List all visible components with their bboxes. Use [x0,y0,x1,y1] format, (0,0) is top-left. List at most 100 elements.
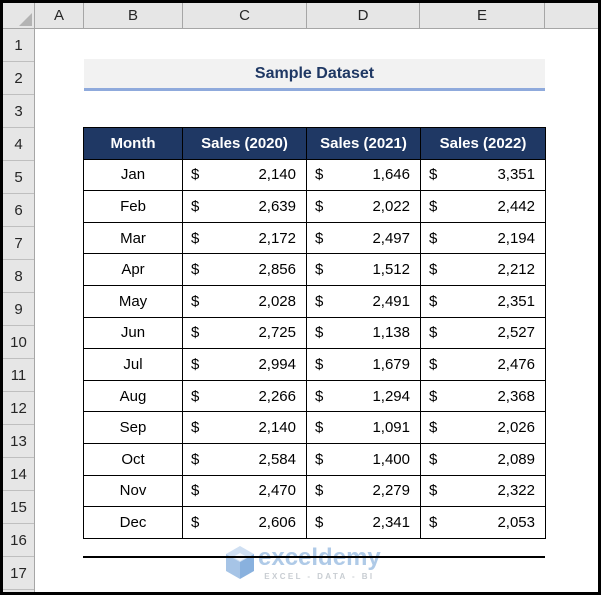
sales-value-cell[interactable]: $2,994 [182,348,307,381]
month-cell[interactable]: Sep [83,411,183,444]
row-header-16[interactable]: 16 [3,524,34,557]
sales-value-cell[interactable]: $2,140 [182,411,307,444]
currency-symbol: $ [315,261,324,279]
worksheet-area: A B C D E 1 2 3 4 5 6 7 8 9 10 11 12 13 14 15 16 17 Samp… [3,3,598,592]
sales-value-cell[interactable]: $2,856 [182,253,307,286]
column-header-strip: A B C D E [3,3,598,29]
currency-symbol: $ [429,324,438,342]
month-cell[interactable]: Jul [83,348,183,381]
column-header-partial[interactable] [545,3,598,28]
month-cell[interactable]: Mar [83,221,183,255]
row-header-3[interactable]: 3 [3,95,34,128]
table-row: Sep $2,140 $1,091 $2,026 [83,411,546,444]
currency-symbol: $ [429,197,438,215]
sales-value-cell[interactable]: $2,606 [182,506,307,539]
sales-value-cell[interactable]: $1,138 [306,316,421,350]
currency-symbol: $ [191,292,200,310]
month-cell[interactable]: Apr [83,253,183,286]
month-cell[interactable]: Nov [83,474,183,508]
sales-value-cell[interactable]: $2,639 [182,190,307,223]
sales-amount: 2,606 [258,513,296,531]
sales-amount: 1,294 [372,387,410,405]
sales-value-cell[interactable]: $2,028 [182,284,307,318]
row-header-8[interactable]: 8 [3,260,34,293]
sales-value-cell[interactable]: $2,527 [420,316,546,350]
sales-amount: 2,089 [497,450,535,468]
sales-value-cell[interactable]: $2,194 [420,221,546,255]
header-cell-month[interactable]: Month [83,127,183,160]
sales-value-cell[interactable]: $3,351 [420,158,546,192]
sales-value-cell[interactable]: $2,341 [306,506,421,539]
currency-symbol: $ [315,355,324,373]
sales-value-cell[interactable]: $2,491 [306,284,421,318]
sales-value-cell[interactable]: $2,140 [182,158,307,192]
sales-amount: 2,476 [497,355,535,373]
sales-value-cell[interactable]: $2,470 [182,474,307,508]
sales-value-cell[interactable]: $2,322 [420,474,546,508]
row-header-13[interactable]: 13 [3,425,34,458]
sales-value-cell[interactable]: $2,497 [306,221,421,255]
sales-value-cell[interactable]: $2,351 [420,284,546,318]
row-header-10[interactable]: 10 [3,326,34,359]
sales-amount: 2,172 [258,229,296,247]
sales-amount: 2,497 [372,229,410,247]
month-cell[interactable]: Dec [83,506,183,539]
currency-symbol: $ [429,482,438,500]
header-cell-sales-2020[interactable]: Sales (2020) [182,127,307,160]
row-header-1[interactable]: 1 [3,29,34,62]
sales-value-cell[interactable]: $2,089 [420,442,546,476]
sales-value-cell[interactable]: $1,512 [306,253,421,286]
select-all-corner[interactable] [3,3,35,28]
row-header-17[interactable]: 17 [3,557,34,590]
column-header-B[interactable]: B [84,3,183,28]
row-header-2[interactable]: 2 [3,62,34,95]
table-row: Mar $2,172 $2,497 $2,194 [83,221,546,255]
row-header-12[interactable]: 12 [3,392,34,425]
sales-value-cell[interactable]: $1,091 [306,411,421,444]
sales-value-cell[interactable]: $2,026 [420,411,546,444]
month-cell[interactable]: Jan [83,158,183,192]
row-header-7[interactable]: 7 [3,227,34,260]
sales-value-cell[interactable]: $1,294 [306,379,421,413]
sales-value-cell[interactable]: $1,679 [306,348,421,381]
row-header-15[interactable]: 15 [3,491,34,524]
column-header-E[interactable]: E [420,3,545,28]
row-header-11[interactable]: 11 [3,359,34,392]
row-header-4[interactable]: 4 [3,128,34,161]
month-cell[interactable]: Jun [83,316,183,350]
column-header-A[interactable]: A [35,3,84,28]
sales-value-cell[interactable]: $2,368 [420,379,546,413]
sales-value-cell[interactable]: $2,172 [182,221,307,255]
month-cell[interactable]: Feb [83,190,183,223]
row-header-6[interactable]: 6 [3,194,34,227]
sales-value-cell[interactable]: $2,442 [420,190,546,223]
row-header-14[interactable]: 14 [3,458,34,491]
sales-value-cell[interactable]: $1,400 [306,442,421,476]
currency-symbol: $ [315,292,324,310]
month-cell[interactable]: May [83,284,183,318]
header-cell-sales-2022[interactable]: Sales (2022) [420,127,546,160]
sales-value-cell[interactable]: $2,212 [420,253,546,286]
sales-value-cell[interactable]: $2,022 [306,190,421,223]
column-header-D[interactable]: D [307,3,420,28]
row-header-9[interactable]: 9 [3,293,34,326]
row-header-5[interactable]: 5 [3,161,34,194]
sales-value-cell[interactable]: $1,646 [306,158,421,192]
sales-value-cell[interactable]: $2,476 [420,348,546,381]
month-cell[interactable]: Oct [83,442,183,476]
sales-amount: 2,053 [497,513,535,531]
sales-value-cell[interactable]: $2,279 [306,474,421,508]
table-row: May $2,028 $2,491 $2,351 [83,284,546,318]
header-cell-sales-2021[interactable]: Sales (2021) [306,127,421,160]
sales-value-cell[interactable]: $2,725 [182,316,307,350]
sales-value-cell[interactable]: $2,584 [182,442,307,476]
title-cell[interactable]: Sample Dataset [84,59,545,91]
month-cell[interactable]: Aug [83,379,183,413]
sales-amount: 2,368 [497,387,535,405]
sales-value-cell[interactable]: $2,053 [420,506,546,539]
sales-amount: 2,994 [258,355,296,373]
sales-amount: 2,856 [258,261,296,279]
column-header-C[interactable]: C [183,3,307,28]
sales-value-cell[interactable]: $2,266 [182,379,307,413]
